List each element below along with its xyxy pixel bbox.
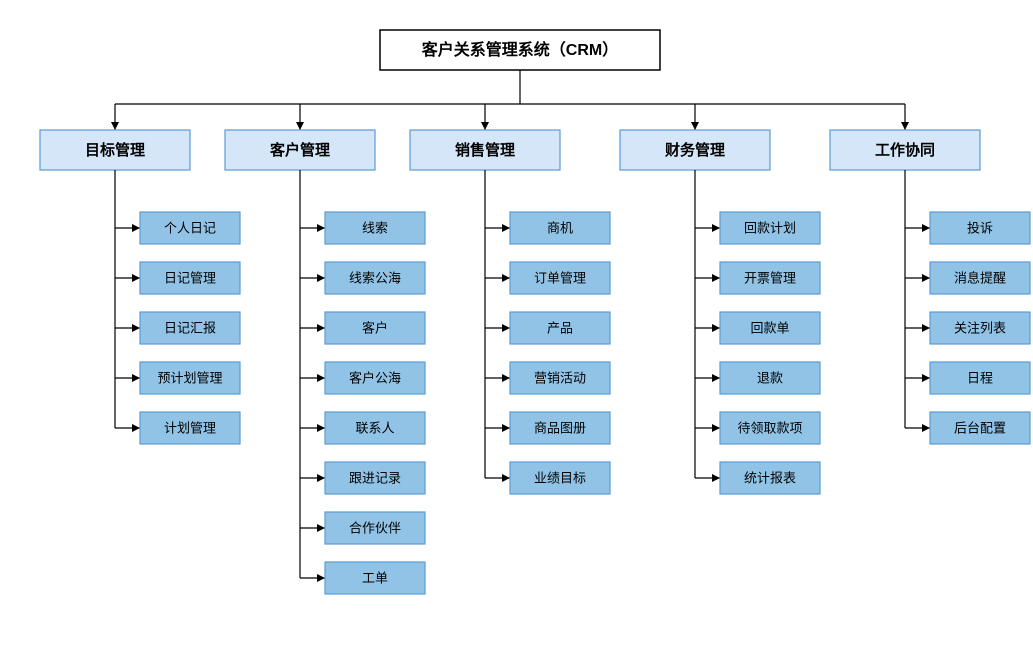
leaf-label-2-1: 订单管理 xyxy=(534,270,586,285)
category-label-4: 工作协同 xyxy=(875,141,935,159)
leaf-label-2-5: 业绩目标 xyxy=(534,470,586,485)
leaf-label-1-5: 跟进记录 xyxy=(349,470,401,485)
leaf-label-0-2: 日记汇报 xyxy=(164,320,216,335)
leaf-label-0-3: 预计划管理 xyxy=(157,370,222,385)
leaf-label-4-0: 投诉 xyxy=(967,220,993,235)
leaf-label-1-1: 线索公海 xyxy=(349,270,401,285)
leaf-label-0-1: 日记管理 xyxy=(164,270,216,285)
leaf-label-2-3: 营销活动 xyxy=(534,370,586,385)
leaf-label-2-0: 商机 xyxy=(547,220,573,235)
root-node-label: 客户关系管理系统（CRM） xyxy=(422,40,618,59)
leaf-label-3-0: 回款计划 xyxy=(744,220,796,235)
leaf-label-1-2: 客户 xyxy=(362,320,388,335)
leaf-label-2-4: 商品图册 xyxy=(534,420,586,435)
leaf-label-1-0: 线索 xyxy=(362,220,388,235)
category-label-3: 财务管理 xyxy=(665,141,725,159)
leaf-label-4-3: 日程 xyxy=(967,370,993,385)
leaf-label-0-4: 计划管理 xyxy=(164,420,216,435)
category-label-2: 销售管理 xyxy=(455,141,515,159)
leaf-label-3-4: 待领取款项 xyxy=(737,420,802,435)
leaf-label-1-3: 客户公海 xyxy=(349,370,401,385)
org-chart-svg: 客户关系管理系统（CRM） 目标管理个人日记日记管理日记汇报预计划管理计划管理 客户… xyxy=(0,0,1033,646)
leaf-label-0-0: 个人日记 xyxy=(164,220,216,235)
leaf-label-4-1: 消息提醒 xyxy=(954,270,1006,285)
leaf-label-3-2: 回款单 xyxy=(750,320,789,335)
leaf-label-4-4: 后台配置 xyxy=(954,420,1006,435)
leaf-label-3-5: 统计报表 xyxy=(744,470,796,485)
leaf-label-3-1: 开票管理 xyxy=(744,270,796,285)
leaf-label-2-2: 产品 xyxy=(547,320,573,335)
leaf-label-3-3: 退款 xyxy=(757,370,783,385)
leaf-label-1-4: 联系人 xyxy=(355,420,394,435)
leaf-label-1-7: 工单 xyxy=(362,570,388,585)
category-label-0: 目标管理 xyxy=(85,141,145,159)
category-label-1: 客户管理 xyxy=(269,141,330,159)
leaf-label-1-6: 合作伙伴 xyxy=(349,520,401,535)
leaf-label-4-2: 关注列表 xyxy=(954,320,1006,335)
